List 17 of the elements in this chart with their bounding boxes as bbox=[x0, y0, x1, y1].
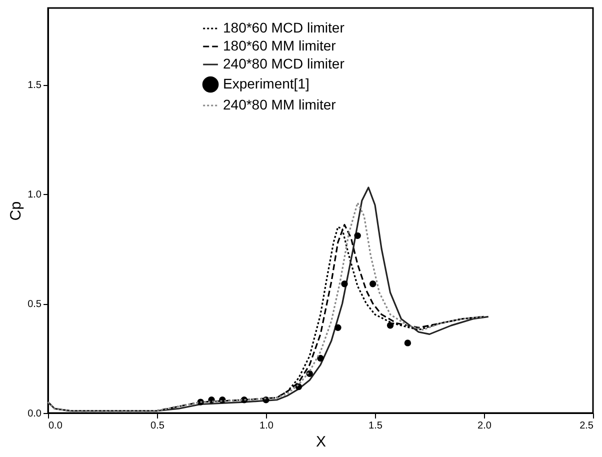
x-tick-label: 1.0 bbox=[260, 420, 274, 432]
x-tick-label: 0.5 bbox=[150, 420, 165, 432]
y-axis-title: Cp bbox=[8, 201, 25, 221]
x-tick-label: 0.0 bbox=[48, 420, 63, 432]
y-tick-label: 0.5 bbox=[28, 299, 42, 310]
x-axis-title: X bbox=[316, 434, 326, 450]
x-tick-label: 1.5 bbox=[368, 420, 383, 432]
legend-label: Experiment[1] bbox=[223, 76, 310, 92]
y-tick-label: 0.0 bbox=[28, 408, 42, 420]
legend-label: 240*80 MM limiter bbox=[223, 96, 336, 112]
x-tick-label: 2.0 bbox=[478, 420, 492, 432]
legend-label: 180*60 MCD limiter bbox=[223, 20, 345, 36]
y-tick-label: 1.0 bbox=[28, 190, 42, 201]
legend-label: 240*80 MCD limiter bbox=[223, 56, 345, 72]
y-tick-label: 1.5 bbox=[28, 80, 42, 92]
legend-label: 180*60 MM limiter bbox=[223, 38, 336, 54]
x-tick-label: 2.5 bbox=[580, 420, 594, 432]
